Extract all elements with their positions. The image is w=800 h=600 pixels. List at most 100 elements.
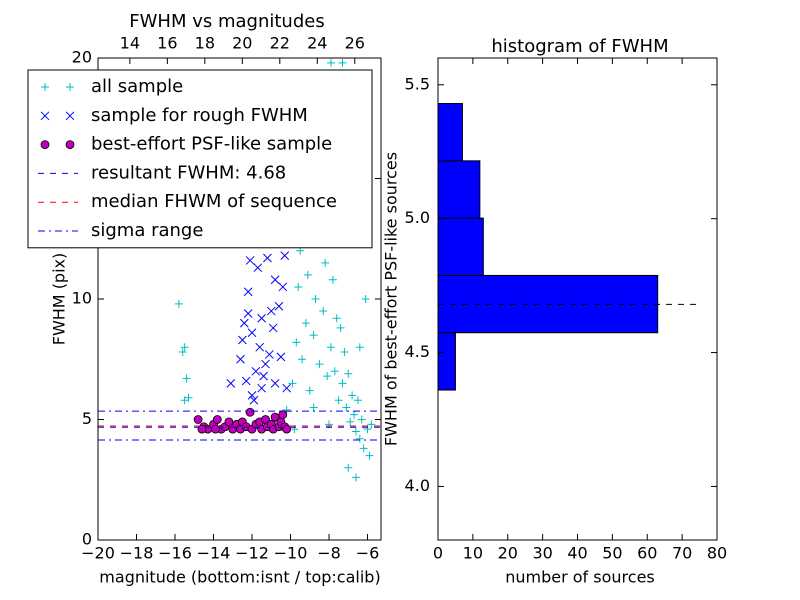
point xyxy=(338,58,347,67)
y-tick-label: 5.0 xyxy=(405,208,430,227)
point xyxy=(238,335,247,345)
point xyxy=(243,309,253,318)
y-tick-label: 4.0 xyxy=(405,476,430,495)
bar xyxy=(437,160,481,219)
point xyxy=(180,343,189,352)
point xyxy=(174,299,183,308)
x-tick-label: 70 xyxy=(672,544,692,563)
x2-tick-label: 22 xyxy=(270,34,290,53)
point xyxy=(259,371,268,381)
x-tick-label: 40 xyxy=(567,544,587,563)
point xyxy=(247,328,257,338)
point xyxy=(278,410,288,420)
x-tick-label: 0 xyxy=(433,544,443,563)
point xyxy=(359,444,368,453)
bar xyxy=(437,103,463,162)
point xyxy=(311,295,320,303)
point xyxy=(323,372,332,381)
point xyxy=(355,343,364,352)
x-tick-label: −10 xyxy=(274,544,308,563)
point xyxy=(266,306,276,316)
legend-label: resultant FWHM: 4.68 xyxy=(91,162,286,183)
point xyxy=(309,403,318,412)
legend-marker xyxy=(40,111,50,121)
point xyxy=(255,342,265,352)
x-tick-label: 60 xyxy=(637,544,657,563)
point xyxy=(212,415,222,424)
x-tick-label: −16 xyxy=(158,544,192,563)
x-tick-label: −14 xyxy=(197,544,231,563)
point xyxy=(330,367,339,376)
point xyxy=(292,338,301,347)
x-tick-label: −20 xyxy=(81,544,115,563)
legend-label: median FHWM of sequence xyxy=(91,191,337,212)
point xyxy=(361,295,370,303)
point xyxy=(243,287,253,297)
point xyxy=(351,473,360,482)
point xyxy=(346,417,355,426)
y-axis-label: FWHM of best-effort PSF-like sources xyxy=(382,152,401,446)
legend-frame xyxy=(27,69,373,249)
point xyxy=(344,369,353,378)
x-tick-label: 30 xyxy=(532,544,552,563)
chart-title: FWHM vs magnitudes xyxy=(129,11,324,32)
x-axis-label: number of sources xyxy=(505,568,655,587)
point xyxy=(257,383,266,393)
y-tick-label: 10 xyxy=(72,289,92,308)
x2-tick-label: 14 xyxy=(120,34,140,53)
point xyxy=(334,396,343,405)
point xyxy=(328,275,337,284)
point xyxy=(276,352,286,362)
point xyxy=(274,301,284,311)
point xyxy=(338,379,347,388)
point xyxy=(336,323,345,332)
point xyxy=(303,270,312,279)
point xyxy=(193,415,203,424)
point xyxy=(263,253,272,263)
point xyxy=(239,318,249,328)
point xyxy=(332,314,341,323)
point xyxy=(278,282,288,292)
point xyxy=(270,412,280,422)
y-tick-label: 5.5 xyxy=(405,74,430,93)
point xyxy=(342,403,351,412)
point xyxy=(261,359,270,369)
point xyxy=(351,427,360,436)
point xyxy=(326,58,335,67)
legend-marker xyxy=(40,140,50,150)
point xyxy=(288,379,297,388)
point xyxy=(245,407,255,417)
x-tick-label: −6 xyxy=(356,544,380,563)
point xyxy=(178,348,187,357)
y-axis-label: FWHM (pix) xyxy=(50,253,69,346)
y-tick-label: 5 xyxy=(82,409,92,428)
x-tick-label: −18 xyxy=(120,544,154,563)
point xyxy=(268,323,278,333)
point xyxy=(241,376,251,386)
point xyxy=(357,415,366,424)
point xyxy=(344,463,353,472)
x2-tick-label: 18 xyxy=(195,34,215,53)
x-tick-label: 80 xyxy=(707,544,727,563)
point xyxy=(270,378,280,388)
legend-marker xyxy=(65,140,75,150)
legend-marker xyxy=(65,111,75,121)
point xyxy=(365,451,374,460)
legend-marker xyxy=(66,83,74,91)
point xyxy=(298,355,307,364)
point xyxy=(249,395,259,405)
y-tick-label: 4.5 xyxy=(405,342,430,361)
point xyxy=(321,258,330,267)
point xyxy=(280,251,290,260)
point xyxy=(326,343,335,352)
point xyxy=(257,313,266,323)
point xyxy=(309,331,318,340)
point xyxy=(270,275,280,285)
legend-label: best-effort PSF-like sample xyxy=(91,134,332,155)
x2-tick-label: 20 xyxy=(232,34,252,53)
point xyxy=(340,348,349,357)
point xyxy=(353,396,362,405)
point xyxy=(305,386,314,395)
point xyxy=(294,282,303,291)
